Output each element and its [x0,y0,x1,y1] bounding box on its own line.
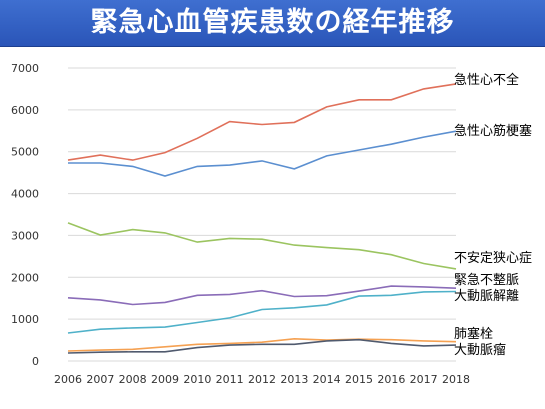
series-line [67,337,457,352]
y-tick-label: 1000 [11,313,39,326]
y-tick-label: 3000 [11,229,39,242]
y-tick-label: 7000 [11,62,39,75]
series-label: 不安定狭心症 [454,251,532,266]
series-label: 急性心筋梗塞 [454,123,532,139]
series-line [67,285,457,306]
y-tick-label: 6000 [11,104,39,117]
series-label: 大動脈解離 [454,289,519,304]
y-tick-label: 5000 [11,146,39,159]
title-banner: 緊急心血管疾患数の経年推移 [0,0,545,47]
y-tick-label: 2000 [11,271,39,284]
x-tick-label: 2013 [280,373,308,386]
chart-title: 緊急心血管疾患数の経年推移 [90,7,455,38]
series-label: 急性心不全 [454,72,519,88]
y-tick-label: 4000 [11,188,39,201]
x-tick-label: 2012 [248,373,276,386]
x-tick-label: 2008 [119,373,147,386]
series-line [68,130,457,177]
x-tick-label: 2016 [377,373,405,386]
x-tick-label: 2009 [151,373,179,386]
series-label: 大動脈瘤 [454,342,506,358]
series-line [67,290,457,334]
x-tick-label: 2015 [345,373,373,386]
x-tick-label: 2006 [54,373,82,386]
x-tick-label: 2011 [216,373,244,386]
series-line [67,338,457,354]
series-line [67,222,457,270]
series-label: 肺塞栓 [454,326,493,342]
x-tick-label: 2007 [86,373,114,386]
x-tick-label: 2014 [313,373,341,386]
y-tick-label: 0 [32,355,39,368]
x-tick-label: 2018 [442,373,470,386]
x-tick-label: 2017 [410,373,438,386]
x-tick-label: 2010 [183,373,211,386]
series-line [67,83,457,161]
series-label: 緊急不整脈 [454,273,519,288]
